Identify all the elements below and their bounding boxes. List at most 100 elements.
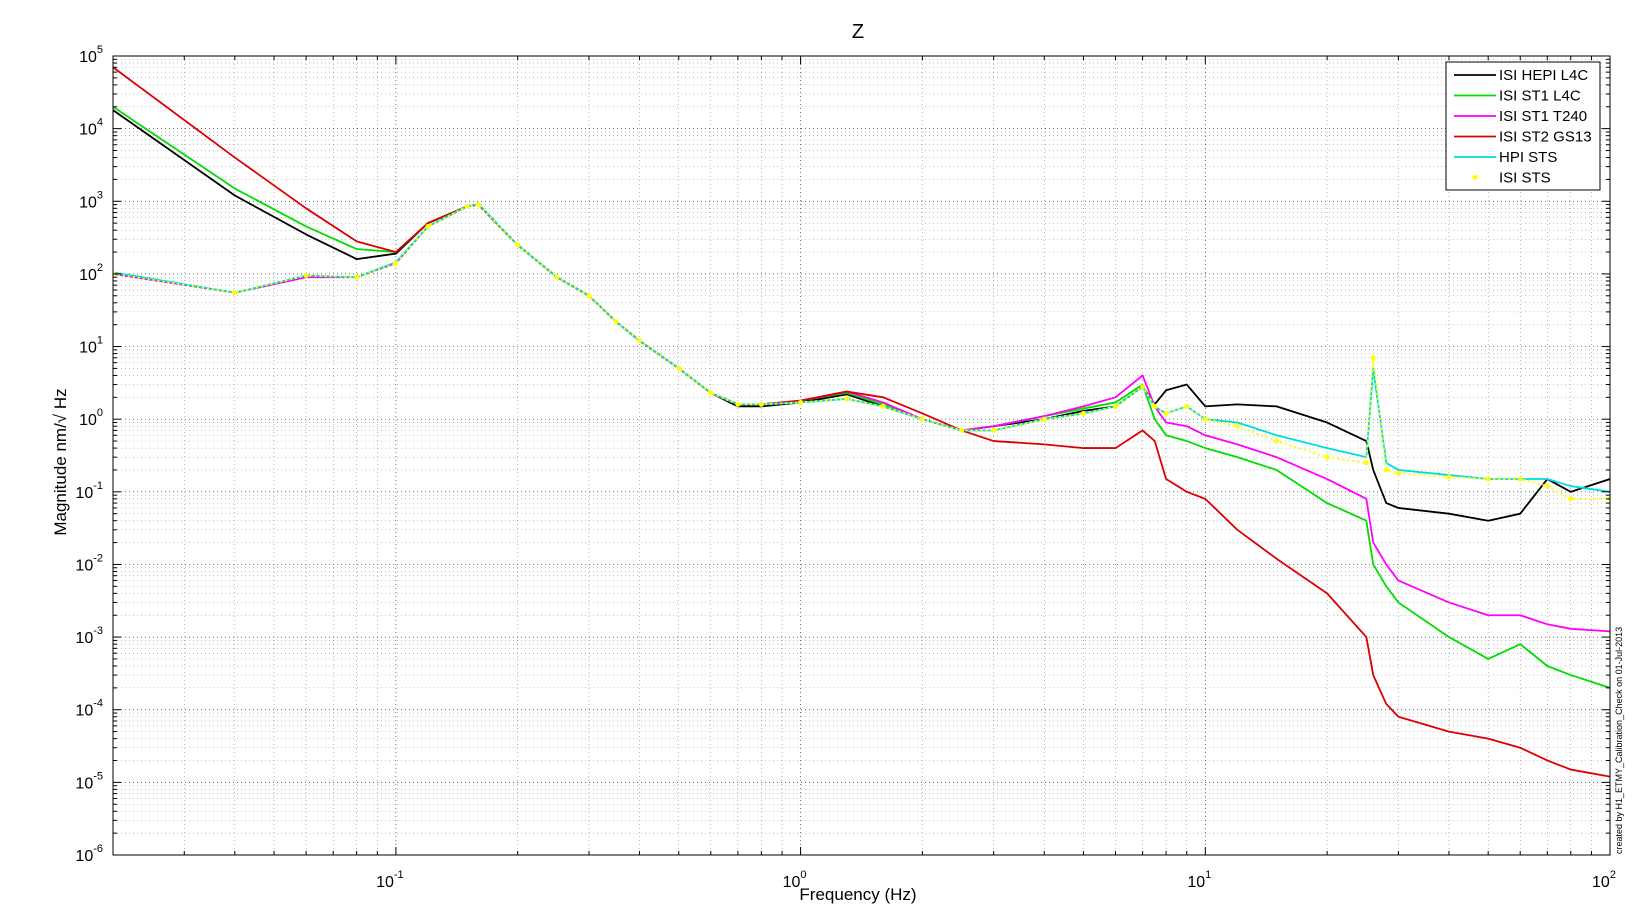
data-point xyxy=(1080,410,1086,416)
legend-item: ISI HEPI L4C xyxy=(1454,67,1588,84)
data-point xyxy=(475,202,481,208)
y-tick-label-base: 10 xyxy=(75,848,93,865)
y-axis-label: Magnitude nm/√ Hz xyxy=(51,388,70,535)
data-point xyxy=(844,396,850,402)
data-point xyxy=(354,274,360,280)
y-tick-label: 10-6 xyxy=(75,843,103,865)
data-point xyxy=(1202,416,1208,422)
series-isi-st2-gs13 xyxy=(113,66,1610,778)
legend-label: ISI HEPI L4C xyxy=(1499,67,1588,84)
data-point xyxy=(880,403,886,409)
x-tick-label: 10-1 xyxy=(376,869,404,891)
series-hpi-sts xyxy=(113,203,1610,493)
data-point xyxy=(758,401,764,407)
series-group xyxy=(113,66,1610,778)
legend-label: HPI STS xyxy=(1499,149,1557,166)
y-tick-label-exponent: -1 xyxy=(93,480,103,492)
y-tick-label-base: 10 xyxy=(75,703,93,720)
data-point xyxy=(1517,476,1523,482)
data-point xyxy=(515,242,521,248)
x-tick-label: 102 xyxy=(1592,869,1616,891)
data-point xyxy=(586,293,592,299)
x-tick-label-base: 10 xyxy=(376,874,394,891)
y-tick-label-base: 10 xyxy=(75,775,93,792)
data-point xyxy=(1163,410,1169,416)
legend-item: ISI ST2 GS13 xyxy=(1454,129,1592,146)
data-point xyxy=(1485,476,1491,482)
x-tick-label-exponent: -1 xyxy=(394,869,404,881)
data-point xyxy=(676,365,682,371)
x-tick-label-exponent: 1 xyxy=(1205,869,1211,881)
y-tick-label: 101 xyxy=(79,335,103,357)
y-tick-label-exponent: 3 xyxy=(97,189,103,201)
y-tick-label-base: 10 xyxy=(79,267,97,284)
series-isi-sts xyxy=(113,202,1610,502)
y-tick-label-base: 10 xyxy=(79,49,97,66)
chart-title: Z xyxy=(852,21,864,43)
y-tick-label-exponent: -4 xyxy=(93,698,103,710)
legend-item: ISI STS xyxy=(1472,170,1551,187)
data-point xyxy=(1370,355,1376,361)
data-point xyxy=(1274,438,1280,444)
legend: ISI HEPI L4C ISI ST1 L4C ISI ST1 T240 ISI S… xyxy=(1445,61,1601,191)
legend-items: ISI HEPI L4C ISI ST1 L4C ISI ST1 T240 ISI S… xyxy=(1454,67,1592,187)
data-point xyxy=(1140,384,1146,390)
x-tick-label-base: 10 xyxy=(783,874,801,891)
y-tick-label-base: 10 xyxy=(79,412,97,429)
data-point xyxy=(1544,483,1550,489)
y-tick-label-exponent: -5 xyxy=(93,770,103,782)
y-tick-label: 10-4 xyxy=(75,698,103,720)
y-tick-label-base: 10 xyxy=(79,340,97,357)
data-point xyxy=(425,223,431,229)
y-tick-label-exponent: 0 xyxy=(97,407,103,419)
legend-item: HPI STS xyxy=(1454,149,1557,166)
x-tick-label-exponent: 0 xyxy=(800,869,806,881)
y-tick-label-exponent: 1 xyxy=(97,335,103,347)
data-point xyxy=(708,390,714,396)
legend-item: ISI ST1 L4C xyxy=(1454,88,1581,105)
ticks: 10-1 100 101 10210510410310210110010-110-21… xyxy=(75,44,1616,891)
data-point xyxy=(1041,416,1047,422)
series-isi-st1-t240 xyxy=(113,203,1610,633)
data-point xyxy=(1395,470,1401,476)
data-point xyxy=(1184,403,1190,409)
series-line xyxy=(113,203,1610,633)
y-tick-label-base: 10 xyxy=(75,485,93,502)
legend-box xyxy=(1445,61,1601,191)
data-point xyxy=(735,401,741,407)
data-point xyxy=(613,319,619,325)
data-point xyxy=(393,260,399,266)
y-tick-label-exponent: 2 xyxy=(97,262,103,274)
data-point xyxy=(1383,467,1389,473)
y-tick-label-exponent: -6 xyxy=(93,843,103,855)
y-tick-label-exponent: 5 xyxy=(97,44,103,56)
legend-item: ISI ST1 T240 xyxy=(1454,108,1587,125)
data-point xyxy=(1234,423,1240,429)
data-point xyxy=(464,203,470,209)
x-tick-label-base: 10 xyxy=(1592,874,1610,891)
data-point xyxy=(1568,496,1574,502)
y-tick-label: 10-3 xyxy=(75,625,103,647)
y-tick-label-base: 10 xyxy=(79,194,97,211)
x-axis-label: Frequency (Hz) xyxy=(799,885,916,904)
data-point xyxy=(637,338,643,344)
plot-frame xyxy=(112,55,1611,856)
data-point xyxy=(232,290,238,296)
data-point xyxy=(1113,403,1119,409)
y-tick-label-exponent: -3 xyxy=(93,625,103,637)
credit-annotation: created by H1_ETMY_Calibration_Check on … xyxy=(1614,627,1624,854)
x-tick-label: 100 xyxy=(783,869,807,891)
data-point xyxy=(798,399,804,405)
legend-swatch xyxy=(1472,175,1478,180)
series-line xyxy=(113,66,1610,778)
y-tick-label: 10-1 xyxy=(75,480,103,502)
data-point xyxy=(1324,454,1330,460)
legend-label: ISI ST1 L4C xyxy=(1499,88,1581,105)
y-tick-label: 102 xyxy=(79,262,103,284)
grid xyxy=(112,55,1611,856)
y-tick-label-base: 10 xyxy=(75,557,93,574)
y-tick-label: 105 xyxy=(79,44,103,66)
y-tick-label: 100 xyxy=(79,407,103,429)
data-point xyxy=(1446,474,1452,480)
